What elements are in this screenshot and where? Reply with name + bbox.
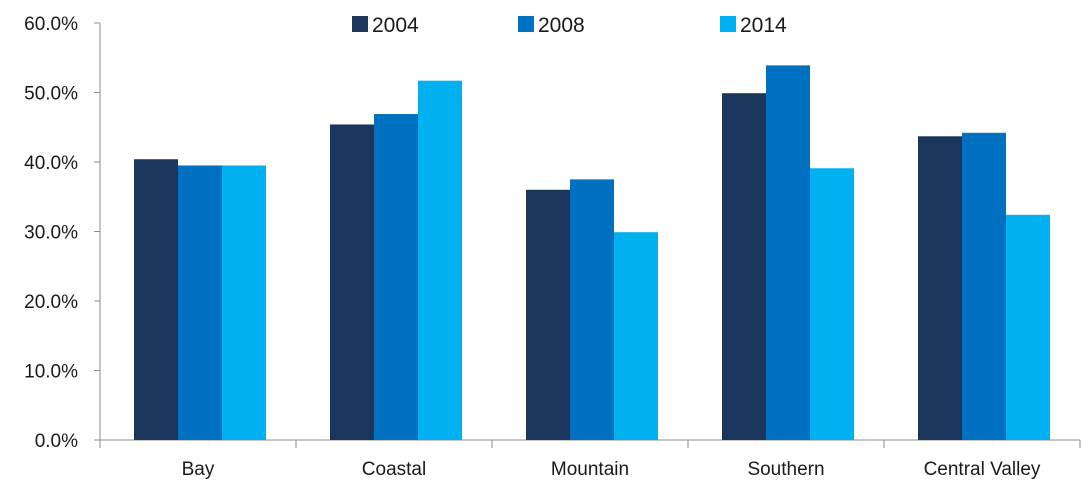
bar-2004-central-valley (918, 136, 962, 440)
category-label: Mountain (551, 459, 629, 480)
bar-2014-bay (222, 165, 266, 440)
bar-2004-southern (722, 93, 766, 440)
bars (134, 65, 1050, 441)
bar-2004-coastal (330, 124, 374, 440)
y-tick-label: 30.0% (24, 223, 78, 244)
category-label: Coastal (362, 459, 426, 480)
y-tick-label: 0.0% (35, 431, 78, 452)
bar-2014-central-valley (1006, 214, 1050, 440)
bar-2004-bay (134, 159, 178, 440)
bar-2008-mountain (570, 179, 614, 440)
y-axis: 0.0% 10.0% 20.0% 30.0% 40.0% 50.0% 60.0% (24, 14, 101, 452)
legend-label: 2004 (372, 14, 419, 37)
bar-2008-bay (178, 165, 222, 440)
bar-2014-mountain (614, 232, 658, 440)
y-tick-label: 40.0% (24, 153, 78, 174)
bar-2008-southern (766, 65, 810, 441)
category-label: Central Valley (924, 459, 1041, 480)
bar-2008-central-valley (962, 132, 1006, 440)
legend-label: 2008 (538, 14, 585, 37)
legend-label: 2014 (740, 14, 787, 37)
legend-swatch (518, 16, 534, 32)
category-label: Bay (182, 459, 215, 480)
bar-2004-mountain (526, 189, 570, 440)
y-tick-label: 20.0% (24, 292, 78, 313)
bar-2014-coastal (418, 80, 462, 440)
x-axis: Bay Coastal Mountain Southern Central Valley (99, 439, 1081, 480)
category-label: Southern (747, 459, 824, 480)
y-tick-label: 10.0% (24, 362, 78, 383)
legend-swatch (720, 16, 736, 32)
legend: 2004 2008 2014 (352, 14, 787, 37)
bar-2014-southern (810, 168, 854, 440)
bar-2008-coastal (374, 114, 418, 441)
y-tick-label: 60.0% (24, 14, 78, 35)
legend-swatch (352, 16, 368, 32)
y-tick-label: 50.0% (24, 84, 78, 105)
